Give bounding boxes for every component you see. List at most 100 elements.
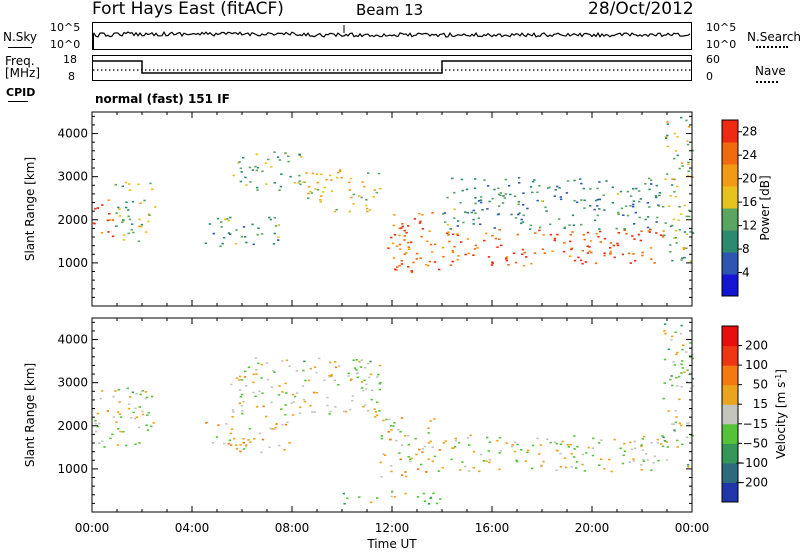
data-cell [479,199,483,201]
data-cell [687,466,690,468]
data-cell [239,167,242,170]
data-cell [334,366,338,369]
data-cell [583,199,586,202]
data-cell [239,389,242,391]
data-cell [685,247,688,250]
data-cell [472,209,475,212]
data-cell [521,253,524,256]
data-cell [686,422,689,425]
data-cell [456,225,459,227]
data-cell [125,201,128,204]
data-cell [620,207,624,210]
data-cell [557,218,561,220]
data-cell [269,218,273,221]
data-cell [368,376,371,379]
data-cell [240,171,243,173]
data-cell [319,201,322,203]
data-cell [556,185,559,188]
data-cell [673,430,677,433]
data-cell [633,440,636,443]
data-cell [244,370,247,373]
data-cell [121,185,124,188]
data-cell [111,219,115,221]
data-cell [400,260,403,262]
data-cell [460,178,464,181]
data-cell [553,441,557,443]
data-cell [431,251,434,253]
data-cell [315,371,318,374]
data-cell [128,218,132,221]
data-cell [122,219,125,222]
data-cell [660,234,663,237]
data-cell [107,231,110,233]
data-cell [540,465,543,468]
data-cell [662,205,665,208]
data-cell [217,424,220,426]
data-cell [410,241,413,244]
data-cell [689,387,693,390]
data-cell [212,232,215,235]
data-cell [474,244,477,247]
data-cell [461,461,464,463]
data-cell [382,419,385,422]
data-cell [121,221,124,223]
data-cell [363,404,367,406]
data-cell [621,253,625,256]
data-cell [687,373,691,376]
data-cell [101,440,104,443]
nsky-trace [93,30,691,38]
y-tick-label: 4000 [57,333,88,347]
data-cell [496,439,499,442]
data-cell [509,193,512,196]
data-cell [673,132,676,135]
data-cell [518,182,521,184]
data-cell [229,432,232,435]
data-cell [235,229,238,231]
data-cell [613,438,616,441]
data-cell [568,255,572,257]
data-cell [592,437,595,440]
data-cell [466,212,469,214]
data-cell [691,377,695,380]
data-cell [205,422,208,424]
data-cell [307,192,310,195]
data-cell [666,145,669,148]
data-cell [664,178,667,180]
data-cell [314,188,317,190]
data-cell [320,173,323,176]
data-cell [348,408,352,411]
data-cell [316,188,320,191]
data-cell [117,388,120,391]
data-cell [366,362,370,365]
data-cell [517,213,520,216]
data-cell [665,137,668,139]
data-cell [632,458,635,460]
data-cell [616,242,619,245]
data-cell [433,261,437,263]
data-cell [109,437,112,440]
data-cell [108,212,111,215]
data-cell [310,192,314,194]
data-cell [393,234,397,236]
data-cell [615,227,618,230]
data-cell [416,468,420,470]
data-cell [352,203,355,205]
date-label: 28/Oct/2012 [588,0,694,19]
data-cell [403,239,406,241]
data-cell [365,383,368,386]
data-cell [257,362,260,365]
data-cell [135,416,138,418]
data-cell [637,233,641,236]
data-cell [692,385,695,387]
data-cell [488,459,491,461]
data-cell [591,447,595,449]
data-cell [132,231,135,234]
data-cell [640,445,643,448]
data-cell [115,421,118,423]
data-cell [442,442,446,444]
data-cell [277,444,281,447]
data-cell [418,448,421,451]
data-cell [315,391,319,394]
data-cell [573,259,577,262]
data-cell [609,253,612,255]
